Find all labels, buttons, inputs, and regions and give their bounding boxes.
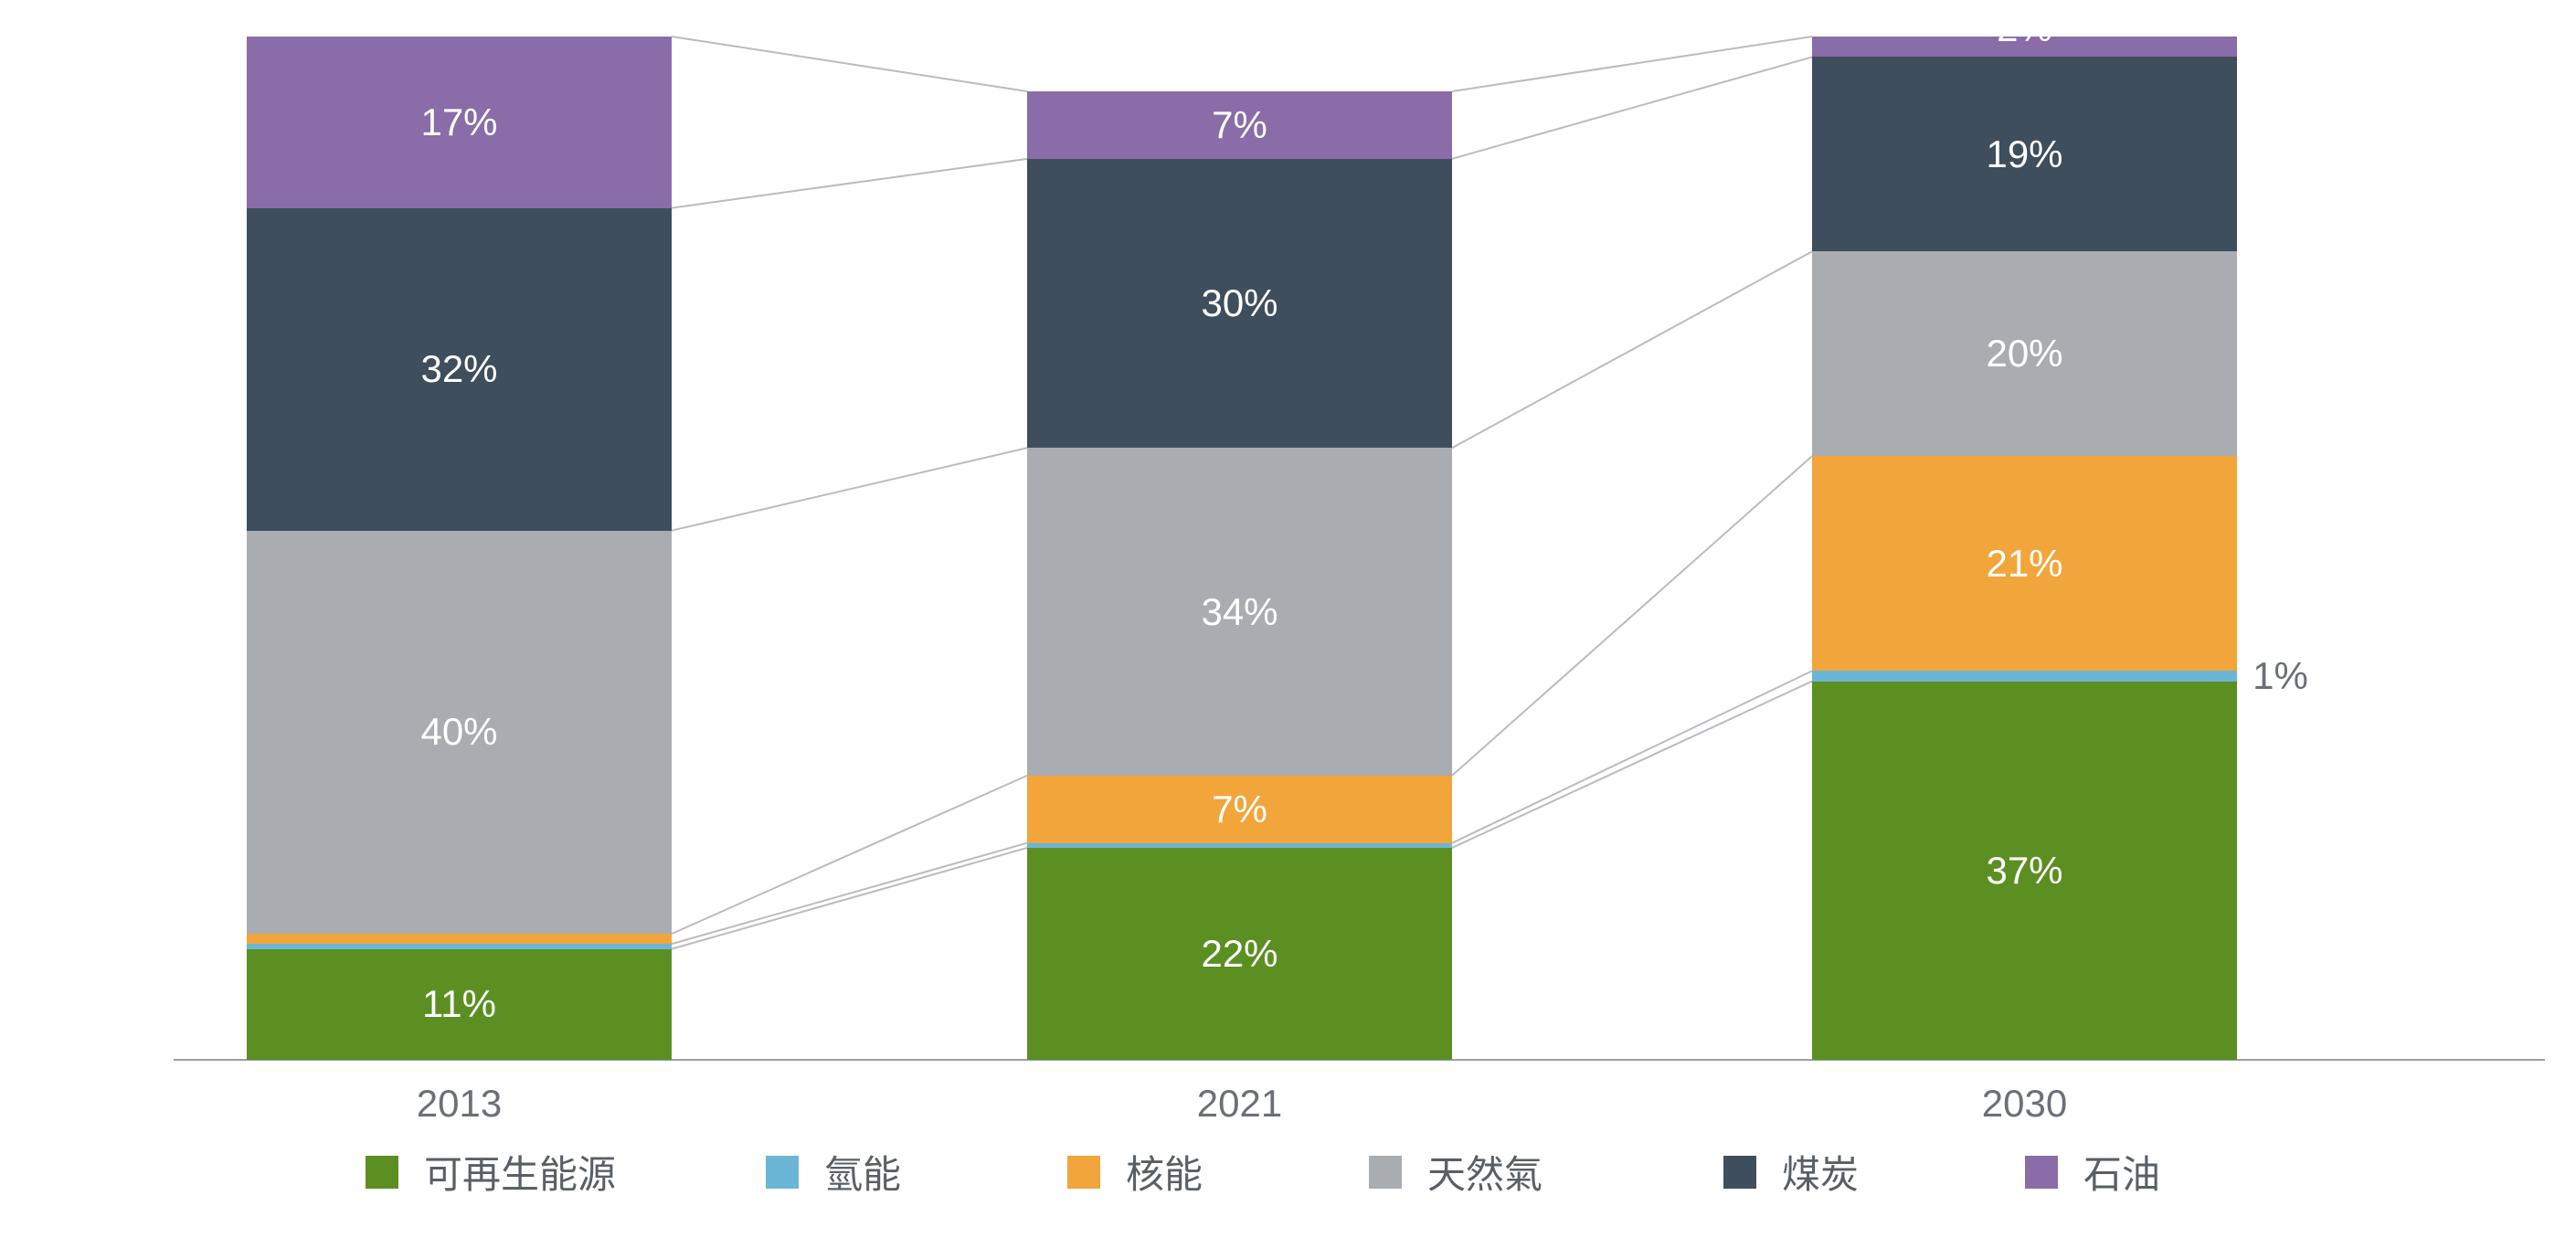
- legend-item-coal: 煤炭: [1723, 1144, 1859, 1200]
- segment-renewable: 11%: [247, 949, 672, 1060]
- legend-item-gas: 天然氣: [1369, 1144, 1542, 1200]
- segment-label: 11%: [422, 982, 496, 1026]
- segment-coal: 30%: [1027, 159, 1452, 448]
- connector-line: [672, 776, 1027, 934]
- legend-swatch: [1369, 1156, 1402, 1189]
- legend-label: 氫能: [824, 1144, 901, 1200]
- segment-label: 40%: [420, 710, 497, 754]
- legend-swatch: [1723, 1156, 1756, 1189]
- legend-swatch: [766, 1156, 799, 1189]
- segment-gas: 40%: [247, 531, 672, 934]
- connector-line: [1452, 682, 1812, 848]
- legend-swatch: [2025, 1156, 2058, 1189]
- segment-label: 32%: [420, 347, 497, 391]
- segment-hydrogen: [1027, 843, 1452, 848]
- x-category-label: 2030: [1812, 1082, 2237, 1126]
- legend-item-oil: 石油: [2025, 1144, 2160, 1200]
- segment-label: 17%: [420, 101, 497, 144]
- segment-label: 7%: [1212, 103, 1267, 147]
- x-category-label: 2013: [247, 1082, 672, 1126]
- x-category-label: 2021: [1027, 1082, 1452, 1126]
- segment-label: 19%: [1986, 132, 2062, 176]
- legend-swatch: [366, 1156, 398, 1189]
- connector-line: [1452, 456, 1812, 776]
- legend-label: 核能: [1126, 1144, 1203, 1200]
- connector-line: [1452, 57, 1812, 158]
- segment-hydrogen: [247, 944, 672, 949]
- connector-line: [672, 159, 1027, 208]
- legend-label: 可再生能源: [424, 1144, 616, 1200]
- bar-2013: 11% 1% 40% 32% 17%: [247, 37, 672, 1060]
- legend-label: 煤炭: [1782, 1144, 1859, 1200]
- bar-2021: 22% 7% 34% 30% 7%: [1027, 37, 1452, 1060]
- segment-nuclear: 7%: [1027, 776, 1452, 843]
- segment-coal: 32%: [247, 208, 672, 531]
- segment-coal: 19%: [1812, 57, 2237, 251]
- segment-label: 34%: [1201, 590, 1277, 634]
- segment-label: 20%: [1986, 332, 2062, 376]
- segment-label: 1%: [2253, 654, 2308, 698]
- segment-gas: 20%: [1812, 251, 2237, 456]
- plot-area: 11% 1% 40% 32% 17% 22% 7% 34% 30% 7% 37% 1% 21% 20% 19…: [201, 37, 2518, 1060]
- segment-label: 37%: [1986, 849, 2062, 893]
- segment-label: 2%: [1997, 6, 2052, 50]
- segment-oil: 2%: [1812, 37, 2237, 57]
- segment-oil: 7%: [1027, 91, 1452, 159]
- segment-nuclear: 1%: [247, 934, 672, 944]
- segment-label: 30%: [1201, 281, 1277, 325]
- segment-gas: 34%: [1027, 448, 1452, 776]
- connector-line: [1452, 37, 1812, 91]
- connector-line: [672, 843, 1027, 944]
- connector-line: [1452, 251, 1812, 448]
- segment-nuclear: 21%: [1812, 456, 2237, 671]
- segment-label: 21%: [1986, 542, 2062, 586]
- bar-2030: 37% 1% 21% 20% 19% 2%: [1812, 37, 2237, 1060]
- legend-item-nuclear: 核能: [1067, 1144, 1203, 1200]
- legend-label: 石油: [2083, 1144, 2160, 1200]
- segment-renewable: 37%: [1812, 682, 2237, 1060]
- segment-label: 7%: [1212, 788, 1267, 831]
- legend-item-hydrogen: 氫能: [766, 1144, 901, 1200]
- connector-line: [672, 448, 1027, 530]
- connector-line: [672, 848, 1027, 949]
- legend-item-renewable: 可再生能源: [366, 1144, 616, 1200]
- connector-line: [672, 37, 1027, 91]
- legend-label: 天然氣: [1427, 1144, 1542, 1200]
- legend-swatch: [1067, 1156, 1100, 1189]
- connector-line: [1452, 671, 1812, 842]
- segment-hydrogen: 1%: [1812, 671, 2237, 681]
- segment-oil: 17%: [247, 37, 672, 208]
- segment-renewable: 22%: [1027, 848, 1452, 1060]
- segment-label: 22%: [1201, 932, 1277, 976]
